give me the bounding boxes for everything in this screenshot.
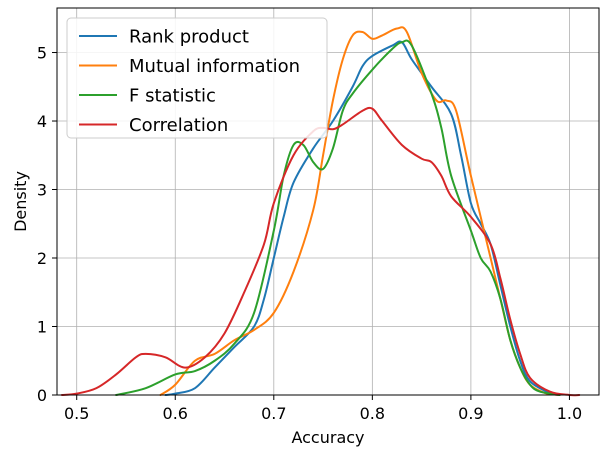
y-tick-label: 1 [37,318,47,337]
x-tick-label: 0.7 [261,404,286,423]
x-tick-label: 1.0 [557,404,582,423]
legend-label-rank-product: Rank product [129,27,249,48]
legend-label-f-statistic: F statistic [129,86,216,107]
plot-frame [56,7,600,396]
y-tick-label: 3 [37,181,47,200]
x-tick-label: 0.5 [64,404,89,423]
x-tick-label: 0.8 [360,404,385,423]
series-line-f-statistic [115,39,561,396]
y-tick-label: 2 [37,249,47,268]
x-tick-label: 0.6 [163,404,188,423]
y-axis-ticks: 0 1 2 3 4 5 [37,44,57,405]
legend: Rank product Mutual information F statisti… [66,17,328,139]
y-tick-label: 5 [37,44,47,63]
x-tick-label: 0.9 [458,404,483,423]
x-axis-label: Accuracy [291,428,364,447]
series-line-correlation [60,106,581,397]
series-line-rank-product [164,40,561,396]
y-axis-label: Density [11,171,30,232]
x-axis-ticks: 0.5 0.6 0.7 0.8 0.9 1.0 [64,395,582,423]
legend-box [66,17,328,139]
series-lines [60,26,581,397]
y-tick-label: 0 [37,386,47,405]
y-tick-label: 4 [37,112,47,131]
legend-label-mutual-information: Mutual information [129,56,300,77]
legend-label-correlation: Correlation [129,115,228,136]
